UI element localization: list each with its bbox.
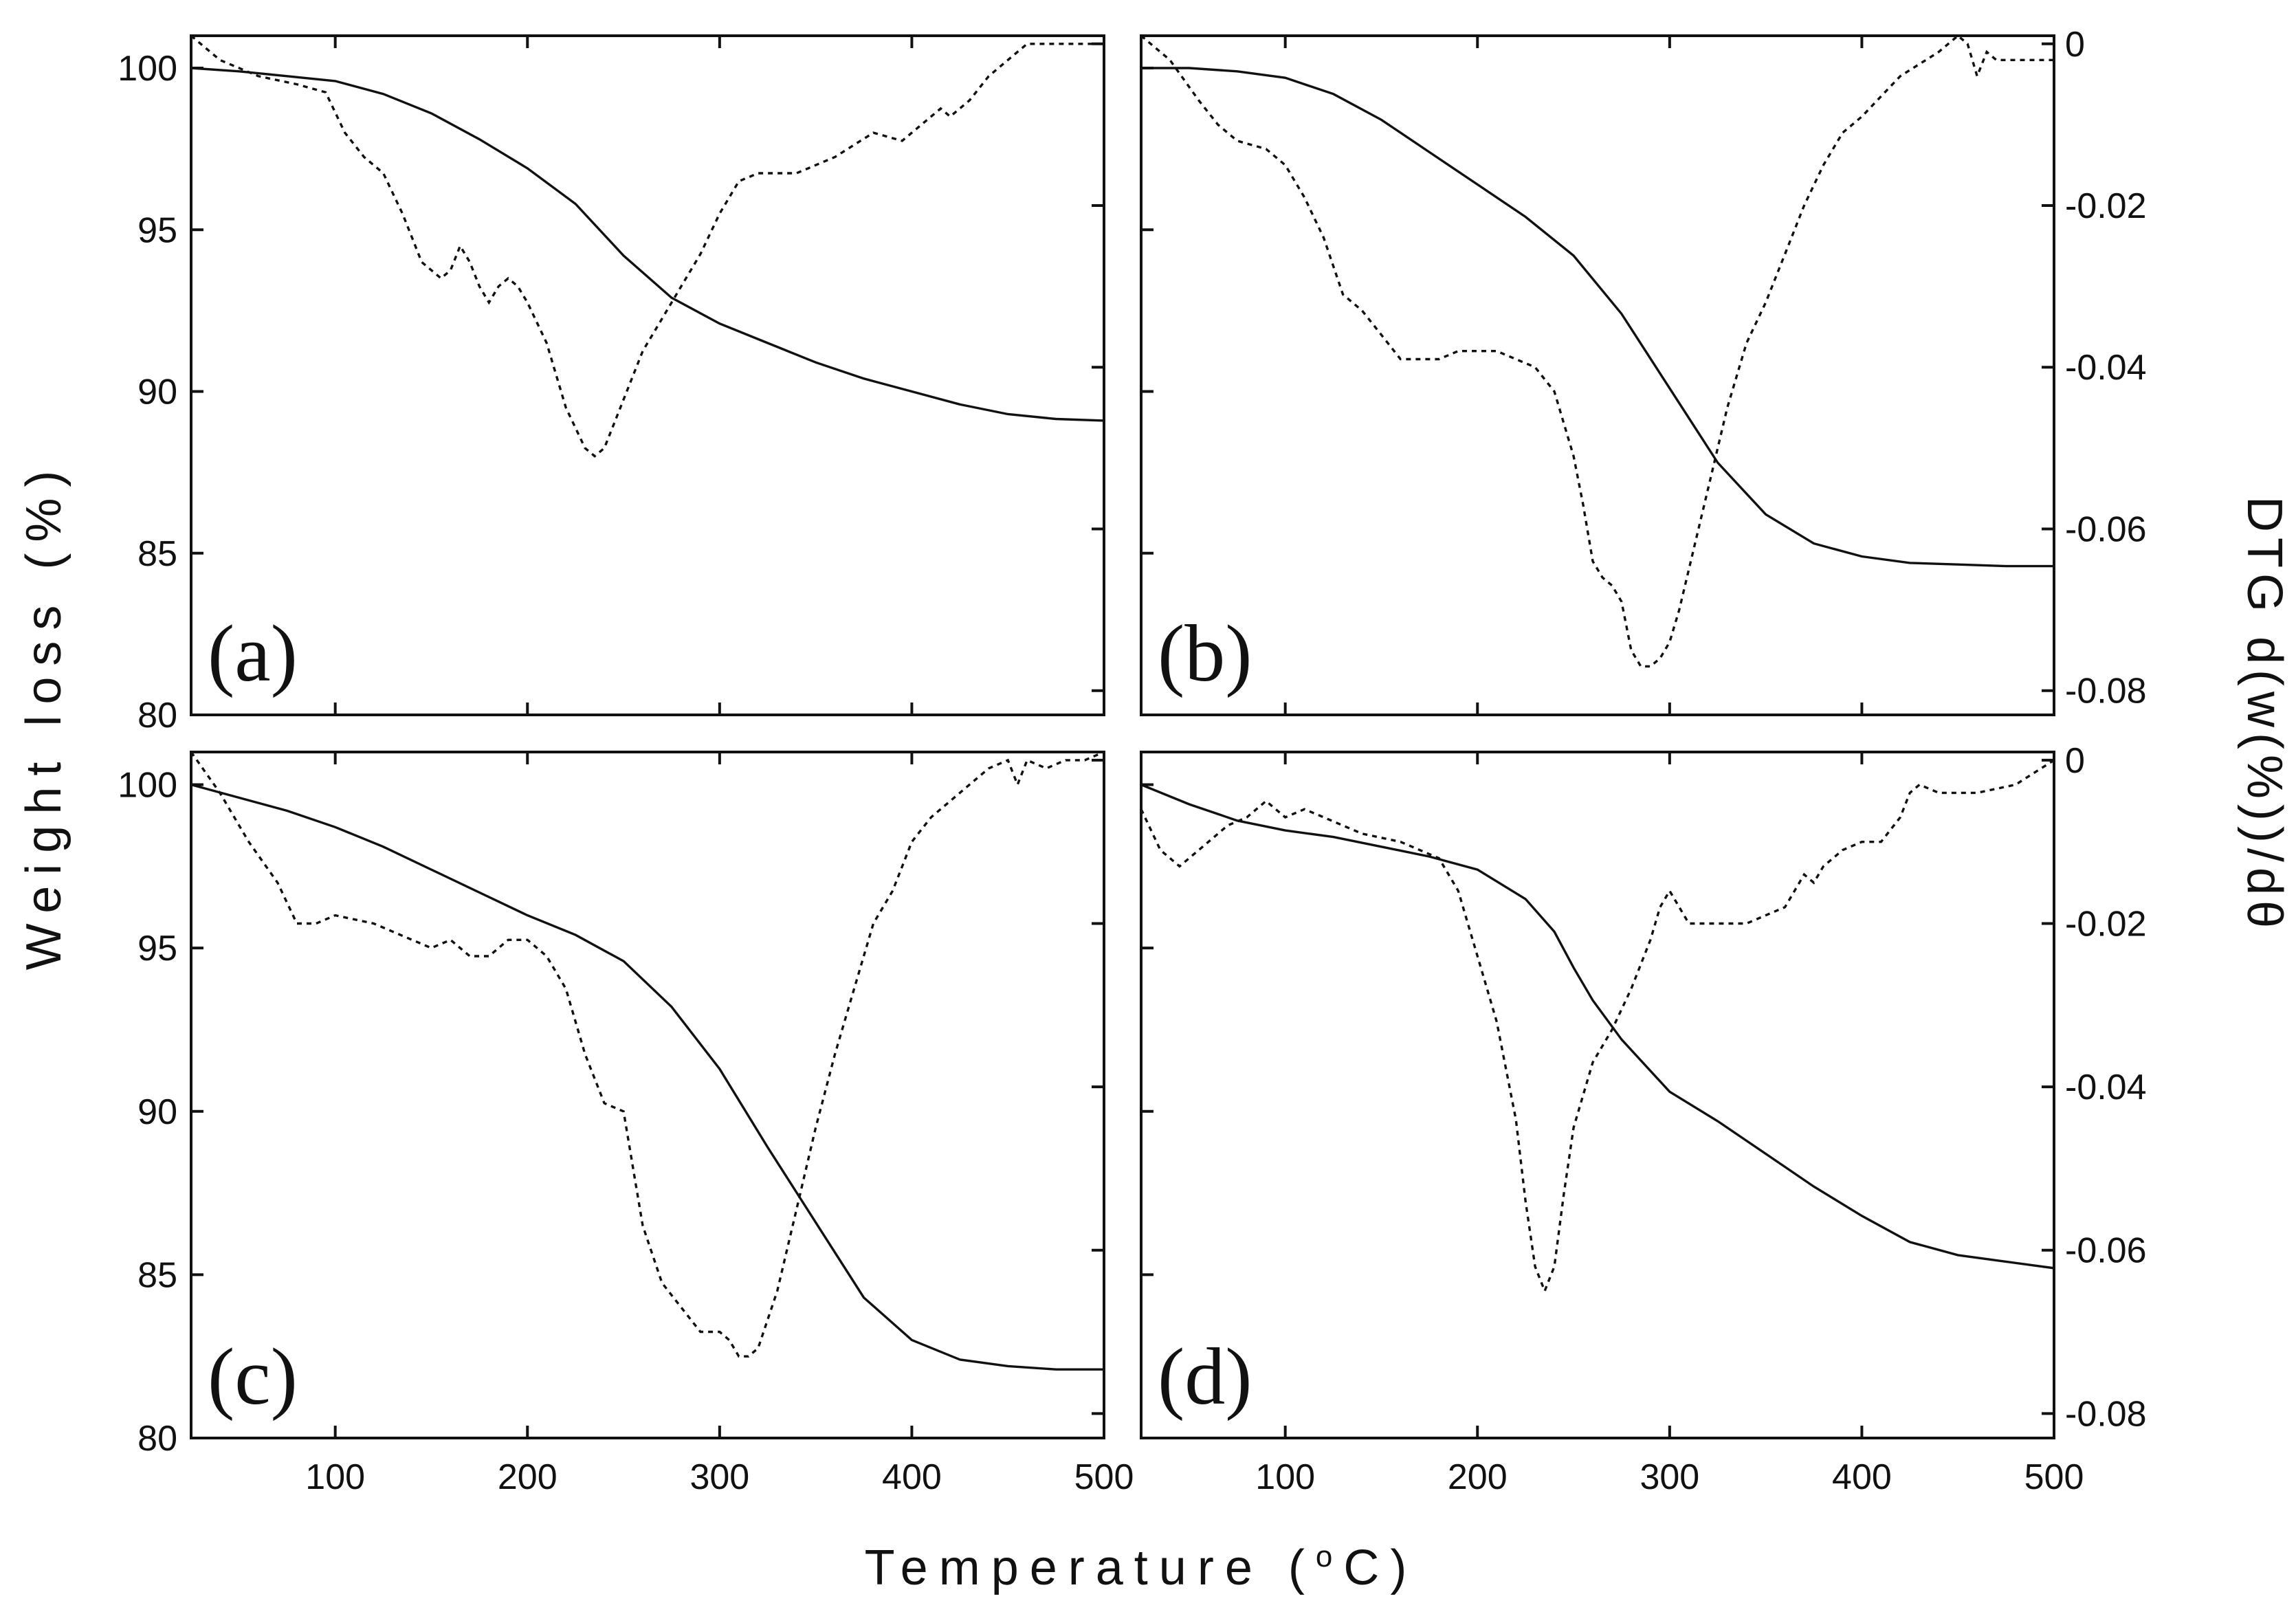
y-left-tick-label: 85 [137,1255,177,1295]
x-tick-label: 100 [1255,1457,1315,1497]
x-tick-label: 500 [2024,1457,2084,1497]
plot-frame [190,751,1105,1439]
x-tick-label: 100 [305,1457,365,1497]
y-left-tick-label: 80 [137,1419,177,1459]
plot-frame [190,34,1105,716]
y-right-tick-label: -0.06 [2065,1231,2147,1271]
y-right-tick-label: -0.08 [2065,672,2147,711]
plot-frame [1140,34,2055,716]
y-left-tick-label: 95 [137,929,177,969]
dtg-derivative-line [191,752,1104,1358]
x-tick-label: 400 [1832,1457,1892,1497]
y-right-tick-label: 0 [2065,741,2085,781]
y-right-tick-label: -0.02 [2065,186,2147,226]
tg-weight-loss-line [1141,783,2054,1270]
y-right-tick-label: -0.08 [2065,1394,2147,1434]
panel-b: 0 -0.02 -0.04 -0.06 -0.08 (b) [1140,25,2147,716]
panel-label: (b) [1158,608,1252,698]
y-right-tick-label: -0.04 [2065,348,2147,388]
y-right-tick-label: 0 [2065,25,2085,65]
y-axis-left-title: Weight loss (%) [16,460,71,971]
y-left-tick-label: 90 [137,1092,177,1132]
dtg-derivative-line [1141,36,2054,668]
panels-group: 100 95 90 85 80 (a) 0 -0.02 -0.04 -0.06 -0.08 (b) 10… [118,25,2146,1497]
x-tick-label: 500 [1074,1457,1134,1497]
x-tick-label: 200 [498,1457,558,1497]
y-left-tick-label: 80 [137,696,177,736]
x-tick-label: 400 [882,1457,942,1497]
y-left-tick-label: 100 [118,766,177,806]
y-axis-right-title: DTG d(w(%))/dθ [2237,496,2292,933]
dtg-derivative-line [191,36,1104,458]
panel-label: (a) [208,608,298,698]
panel-a: 100 95 90 85 80 (a) [118,34,1105,736]
y-left-tick-label: 100 [118,49,177,89]
tg-weight-loss-line [1141,67,2054,568]
panel-c: 100 200 300 400 500 100 95 90 85 80 (c) [118,751,1134,1497]
panel-d: 100 200 300 400 500 0 -0.02 -0.04 -0.06 -0.08 (d) [1140,741,2147,1497]
tg-weight-loss-line [191,783,1104,1371]
tg-weight-loss-line [191,67,1104,422]
y-right-tick-label: -0.06 [2065,509,2147,549]
x-axis-title: Temperature (oC) [865,1540,1418,1595]
dtg-derivative-line [1141,759,2054,1294]
x-tick-label: 300 [689,1457,749,1497]
x-tick-label: 200 [1448,1457,1508,1497]
plot-frame [1140,751,2055,1439]
y-right-tick-label: -0.04 [2065,1068,2147,1107]
x-tick-label: 300 [1640,1457,1699,1497]
y-left-tick-label: 85 [137,534,177,574]
y-left-tick-label: 90 [137,373,177,412]
panel-label: (c) [208,1331,298,1422]
panel-label: (d) [1158,1331,1252,1422]
y-right-tick-label: -0.02 [2065,905,2147,944]
y-left-tick-label: 95 [137,210,177,250]
